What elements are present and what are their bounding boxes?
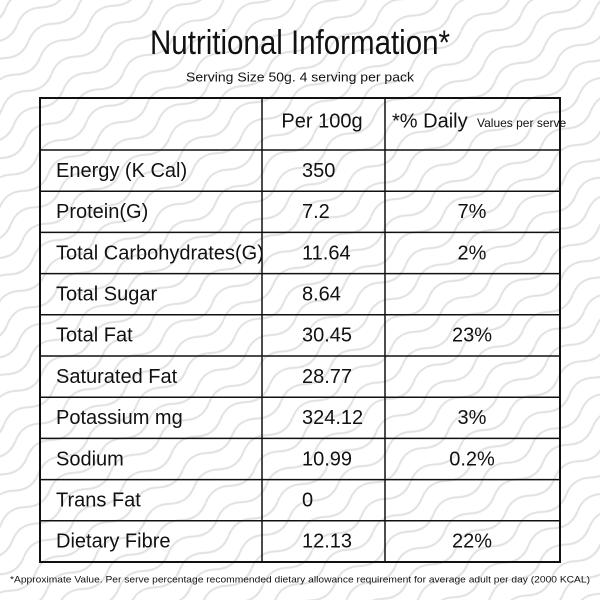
nutrient-name: Trans Fat: [56, 489, 141, 511]
per-100g-value: 30.45: [302, 325, 352, 347]
per-100g-value: 11.64: [302, 242, 351, 264]
nutrient-name: Protein(G): [56, 201, 148, 223]
nutrient-name: Energy (K Cal): [56, 160, 187, 182]
daily-value: 2%: [458, 242, 487, 264]
subtitle: Serving Size 50g. 4 serving per pack: [186, 69, 415, 84]
per-100g-value: 12.13: [302, 531, 352, 553]
daily-value: 22%: [452, 531, 492, 553]
footnote: *Approximate Value. Per serve percentage…: [10, 575, 590, 586]
nutrient-name: Total Sugar: [56, 283, 158, 305]
table-border: [39, 97, 561, 563]
per-100g-value: 8.64: [302, 283, 341, 305]
column-header: *% Daily: [392, 110, 468, 132]
nutrient-name: Sodium: [56, 448, 124, 470]
nutrient-name: Saturated Fat: [56, 366, 178, 388]
per-100g-value: 350: [302, 160, 335, 182]
nutrient-name: Dietary Fibre: [56, 531, 170, 553]
per-100g-value: 28.77: [302, 366, 352, 388]
per-100g-value: 10.99: [302, 448, 352, 470]
daily-value: 0.2%: [449, 448, 495, 470]
column-note: Values per serve: [477, 116, 566, 130]
per-100g-value: 0: [302, 489, 313, 511]
per-100g-value: 7.2: [302, 201, 330, 223]
nutrient-name: Total Carbohydrates(G): [56, 242, 264, 264]
nutrient-name: Potassium mg: [56, 407, 183, 429]
nutrient-name: Total Fat: [56, 325, 133, 347]
daily-value: 3%: [458, 407, 487, 429]
daily-value: 7%: [458, 201, 487, 223]
daily-value: 23%: [452, 325, 492, 347]
column-header: Per 100g: [281, 110, 362, 132]
per-100g-value: 324.12: [302, 407, 363, 429]
title: Nutritional Information*: [150, 24, 450, 62]
